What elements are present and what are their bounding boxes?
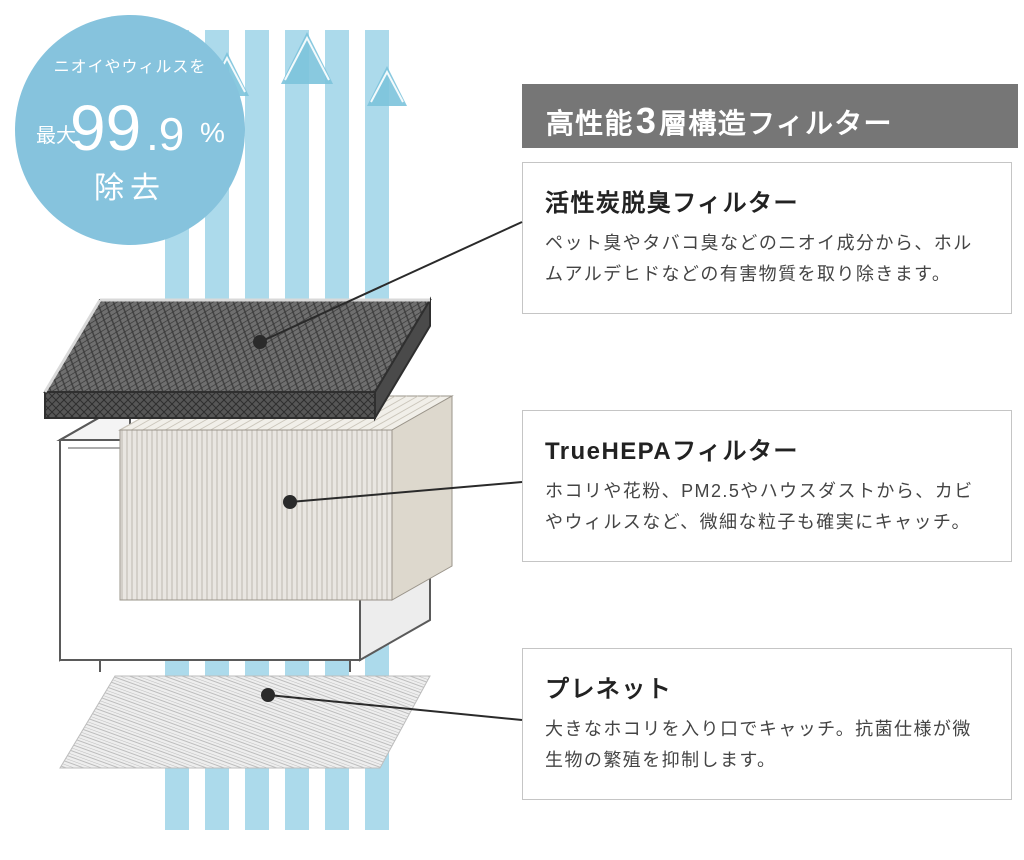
card-prenet-title: プレネット xyxy=(545,669,989,704)
card-carbon: 活性炭脱臭フィルター ペット臭やタバコ臭などのニオイ成分から、ホルムアルデヒドな… xyxy=(522,162,1012,314)
prenet-layer xyxy=(60,676,430,768)
card-carbon-body: ペット臭やタバコ臭などのニオイ成分から、ホルムアルデヒドなどの有害物質を取り除き… xyxy=(545,228,989,289)
card-hepa: TrueHEPAフィルター ホコリや花粉、PM2.5やハウスダストから、カビやウ… xyxy=(522,410,1012,562)
card-prenet-body: 大きなホコリを入り口でキャッチ。抗菌仕様が微生物の繁殖を抑制します。 xyxy=(545,714,989,775)
card-carbon-title: 活性炭脱臭フィルター xyxy=(545,183,989,218)
removal-badge: ニオイやウィルスを 最大 99 .9 % 除去 xyxy=(10,10,250,250)
badge-percent: % xyxy=(200,117,225,148)
callout-dot xyxy=(283,495,297,509)
carbon-layer xyxy=(45,300,430,418)
badge-tagline: ニオイやウィルスを xyxy=(54,58,207,76)
badge-99: 99 xyxy=(70,92,141,164)
section-banner: 高性能 3 層構造フィルター xyxy=(522,84,1018,148)
banner-number: 3 xyxy=(636,100,657,142)
badge-remove: 除去 xyxy=(94,172,166,205)
banner-text-pre: 高性能 xyxy=(546,102,634,142)
callout-dot xyxy=(261,688,275,702)
card-hepa-body: ホコリや花粉、PM2.5やハウスダストから、カビやウィルスなど、微細な粒子も確実… xyxy=(545,476,989,537)
badge-dot9: .9 xyxy=(146,108,184,160)
callout-dot xyxy=(253,335,267,349)
banner-text-post: 層構造フィルター xyxy=(659,102,893,142)
card-prenet: プレネット 大きなホコリを入り口でキャッチ。抗菌仕様が微生物の繁殖を抑制します。 xyxy=(522,648,1012,800)
card-hepa-title: TrueHEPAフィルター xyxy=(545,431,989,466)
infographic-stage: ニオイやウィルスを 最大 99 .9 % 除去 高性能 3 層構造フィルター 活… xyxy=(0,0,1024,860)
